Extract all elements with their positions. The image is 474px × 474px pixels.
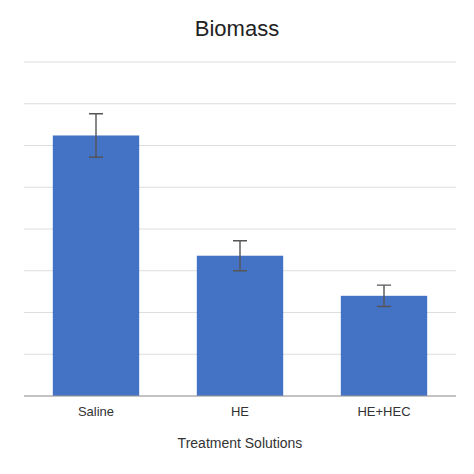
bar — [341, 296, 427, 396]
grid — [24, 62, 456, 396]
bar — [53, 135, 139, 396]
grid-line — [24, 62, 456, 63]
chart: Saline HE HE+HEC Treatment Solutions Biomass — [0, 0, 474, 474]
x-tick-label: HE — [231, 404, 249, 419]
x-axis-line — [24, 396, 456, 397]
error-bar — [89, 114, 103, 157]
x-tick-label: Saline — [78, 404, 114, 419]
bar — [197, 256, 283, 396]
x-axis-label: Treatment Solutions — [178, 435, 303, 451]
grid-line — [24, 103, 456, 104]
x-tick-label: HE+HEC — [357, 404, 410, 419]
error-bar — [233, 241, 247, 271]
error-bar — [377, 285, 391, 306]
grid-line — [24, 396, 456, 397]
title: Biomass — [195, 16, 279, 41]
plot-area — [53, 114, 427, 396]
